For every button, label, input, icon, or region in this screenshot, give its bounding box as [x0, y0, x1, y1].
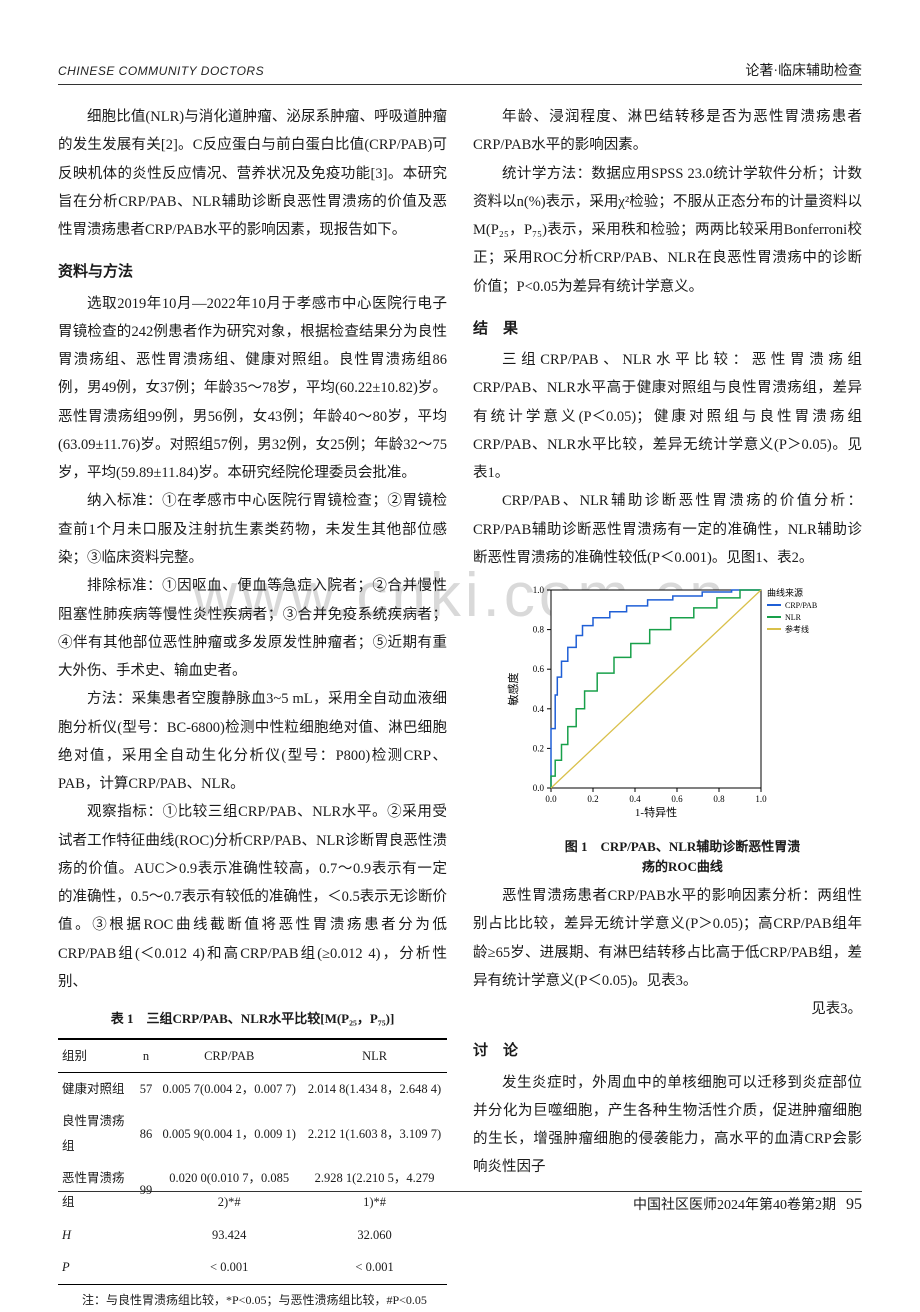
svg-text:1.0: 1.0 [755, 794, 767, 804]
footer-journal-issue: 中国社区医师2024年第40卷第2期 [633, 1194, 836, 1214]
t1r2c1: 99 [136, 1162, 157, 1219]
svg-text:0.4: 0.4 [533, 704, 545, 714]
right-p0: 年龄、浸润程度、淋巴结转移是否为恶性胃溃疡患者CRP/PAB水平的影响因素。 [473, 103, 862, 160]
right-p-stats: 统计学方法：数据应用SPSS 23.0统计学软件分析；计数资料以n(%)表示，采… [473, 160, 862, 301]
svg-text:0.8: 0.8 [533, 625, 545, 635]
svg-text:曲线来源: 曲线来源 [767, 587, 803, 598]
t1r0c0: 健康对照组 [58, 1072, 136, 1105]
discussion-title: 讨 论 [473, 1037, 862, 1066]
two-column-layout: 细胞比值(NLR)与消化道肿瘤、泌尿系肿瘤、呼吸道肿瘤的发生发展有关[2]。C反… [58, 103, 862, 1312]
t1r1c3: 2.212 1(1.603 8，3.109 7) [302, 1105, 447, 1162]
table1-h-crppab: CRP/PAB [156, 1039, 302, 1073]
svg-text:1-特异性: 1-特异性 [635, 805, 677, 819]
table1-title: 表 1 三组CRP/PAB、NLR水平比较[M(P₂₅，P₇₅)] [58, 1006, 447, 1031]
svg-text:0.2: 0.2 [587, 794, 598, 804]
t1r3c0: H [58, 1219, 136, 1251]
roc-figure: 0.00.0 0.2 0.2 0.4 0.4 0.6 0.6 0.8 0.8 1.0 1.0 1-特异… [503, 580, 862, 878]
t1r3c3: 32.060 [302, 1219, 447, 1251]
svg-text:参考线: 参考线 [785, 624, 809, 634]
figure1-caption: 图 1 CRP/PAB、NLR辅助诊断恶性胃溃 疡的ROC曲线 [503, 837, 862, 879]
table-row: 恶性胃溃疡组 99 0.020 0(0.010 7，0.085 2)*# 2.9… [58, 1162, 447, 1219]
table1-h-nlr: NLR [302, 1039, 447, 1073]
materials-p3: 排除标准：①因呕血、便血等急症入院者；②合并慢性阻塞性肺疾病等慢性炎性疾病者；③… [58, 572, 447, 685]
table1-footnote: 注：与良性胃溃疡组比较，*P<0.05；与恶性溃疡组比较，#P<0.05 [58, 1289, 447, 1312]
t1r2c3: 2.928 1(2.210 5，4.279 1)*# [302, 1162, 447, 1219]
table1-h-n: n [136, 1039, 157, 1073]
discussion-p1: 发生炎症时，外周血中的单核细胞可以迁移到炎症部位并分化为巨噬细胞，产生各种生物活… [473, 1069, 862, 1182]
svg-text:敏感度: 敏感度 [506, 673, 520, 706]
svg-text:1.0: 1.0 [533, 585, 545, 595]
table-row: 健康对照组 57 0.005 7(0.004 2，0.007 7) 2.014 … [58, 1072, 447, 1105]
t1r1c1: 86 [136, 1105, 157, 1162]
table-row: P < 0.001 < 0.001 [58, 1251, 447, 1284]
table-row: 良性胃溃疡组 86 0.005 9(0.004 1，0.009 1) 2.212… [58, 1105, 447, 1162]
svg-text:0.6: 0.6 [533, 664, 545, 674]
page-number: 95 [846, 1196, 862, 1214]
figure1-caption-l2: 疡的ROC曲线 [642, 859, 723, 874]
t1r3c2: 93.424 [156, 1219, 302, 1251]
t1r4c1 [136, 1251, 157, 1284]
t1r4c3: < 0.001 [302, 1251, 447, 1284]
t1r0c1: 57 [136, 1072, 157, 1105]
t1r1c2: 0.005 9(0.004 1，0.009 1) [156, 1105, 302, 1162]
t1r1c0: 良性胃溃疡组 [58, 1105, 136, 1162]
roc-chart-svg: 0.00.0 0.2 0.2 0.4 0.4 0.6 0.6 0.8 0.8 1.0 1.0 1-特异… [503, 580, 833, 820]
see-table3: 见表3。 [473, 995, 862, 1023]
svg-text:0.6: 0.6 [671, 794, 683, 804]
table1-h-group: 组别 [58, 1039, 136, 1073]
svg-text:0.2: 0.2 [533, 744, 544, 754]
t1r4c2: < 0.001 [156, 1251, 302, 1284]
materials-p5: 观察指标：①比较三组CRP/PAB、NLR水平。②采用受试者工作特征曲线(ROC… [58, 798, 447, 996]
t1r0c2: 0.005 7(0.004 2，0.007 7) [156, 1072, 302, 1105]
svg-text:0.0: 0.0 [545, 794, 557, 804]
section-label: 论著·临床辅助检查 [745, 60, 862, 80]
left-column: 细胞比值(NLR)与消化道肿瘤、泌尿系肿瘤、呼吸道肿瘤的发生发展有关[2]。C反… [58, 103, 447, 1312]
results-p3: 恶性胃溃疡患者CRP/PAB水平的影响因素分析：两组性别占比比较，差异无统计学意… [473, 882, 862, 995]
materials-p4: 方法：采集患者空腹静脉血3~5 mL，采用全自动血液细胞分析仪(型号：BC-68… [58, 685, 447, 798]
table1-body: 健康对照组 57 0.005 7(0.004 2，0.007 7) 2.014 … [58, 1072, 447, 1284]
t1r0c3: 2.014 8(1.434 8，2.648 4) [302, 1072, 447, 1105]
t1r3c1 [136, 1219, 157, 1251]
svg-text:0.8: 0.8 [713, 794, 725, 804]
materials-p1: 选取2019年10月—2022年10月于孝感市中心医院行电子胃镜检查的242例患… [58, 290, 447, 488]
t1r4c0: P [58, 1251, 136, 1284]
results-p1: 三组CRP/PAB、NLR水平比较：恶性胃溃疡组CRP/PAB、NLR水平高于健… [473, 346, 862, 487]
materials-p2: 纳入标准：①在孝感市中心医院行胃镜检查；②胃镜检查前1个月未口服及注射抗生素类药… [58, 487, 447, 572]
svg-text:NLR: NLR [785, 613, 802, 622]
t1r2c2: 0.020 0(0.010 7，0.085 2)*# [156, 1162, 302, 1219]
table1: 组别 n CRP/PAB NLR 健康对照组 57 0.005 7(0.004 … [58, 1038, 447, 1285]
t1r2c0: 恶性胃溃疡组 [58, 1162, 136, 1219]
svg-text:0.4: 0.4 [629, 794, 641, 804]
svg-text:CRP/PAB: CRP/PAB [785, 601, 817, 610]
page-footer: 中国社区医师2024年第40卷第2期 95 [633, 1194, 862, 1214]
table-row: H 93.424 32.060 [58, 1219, 447, 1251]
figure1-caption-l1: 图 1 CRP/PAB、NLR辅助诊断恶性胃溃 [565, 839, 801, 854]
intro-paragraph: 细胞比值(NLR)与消化道肿瘤、泌尿系肿瘤、呼吸道肿瘤的发生发展有关[2]。C反… [58, 103, 447, 244]
results-title: 结 果 [473, 315, 862, 344]
right-column: 年龄、浸润程度、淋巴结转移是否为恶性胃溃疡患者CRP/PAB水平的影响因素。 统… [473, 103, 862, 1312]
results-p2: CRP/PAB、NLR辅助诊断恶性胃溃疡的价值分析：CRP/PAB辅助诊断恶性胃… [473, 487, 862, 572]
journal-name-en: CHINESE COMMUNITY DOCTORS [58, 64, 264, 78]
page-header: CHINESE COMMUNITY DOCTORS 论著·临床辅助检查 [58, 60, 862, 85]
table1-header-row: 组别 n CRP/PAB NLR [58, 1039, 447, 1073]
svg-text:0.0: 0.0 [533, 783, 545, 793]
materials-methods-title: 资料与方法 [58, 258, 447, 287]
